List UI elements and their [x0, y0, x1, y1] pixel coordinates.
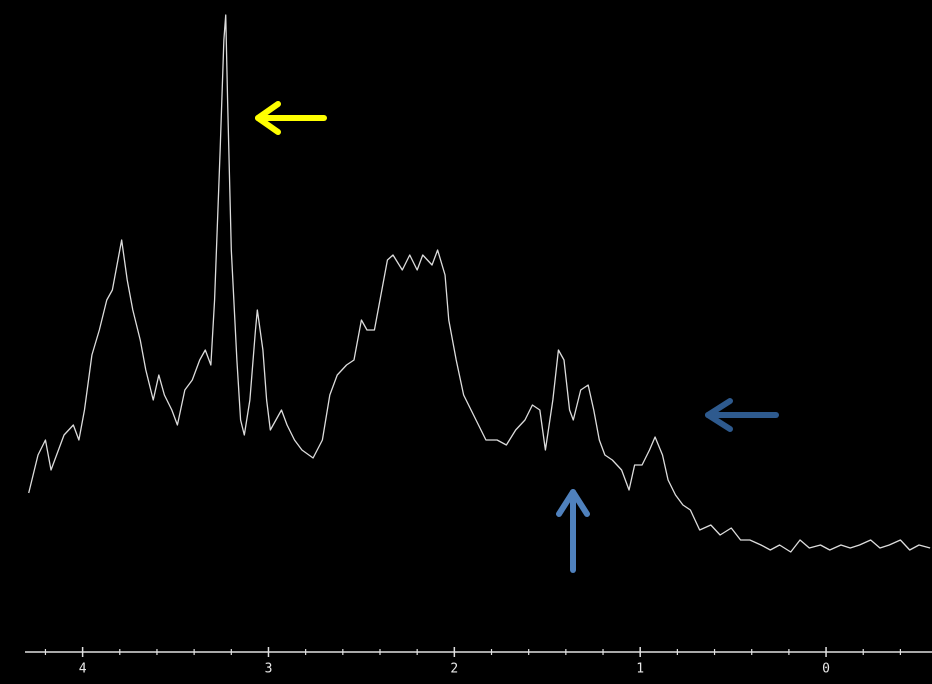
- dark-blue-arrow: [705, 398, 779, 432]
- yellow-arrow: [255, 101, 327, 135]
- x-tick-label: 1: [636, 662, 644, 677]
- x-tick-label: 2: [450, 662, 458, 677]
- x-tick-label: 0: [822, 662, 830, 677]
- light-blue-arrow: [556, 489, 590, 573]
- x-tick-label: 3: [265, 662, 273, 677]
- spectrum-line: [28, 14, 931, 553]
- x-tick-label: 4: [79, 662, 87, 677]
